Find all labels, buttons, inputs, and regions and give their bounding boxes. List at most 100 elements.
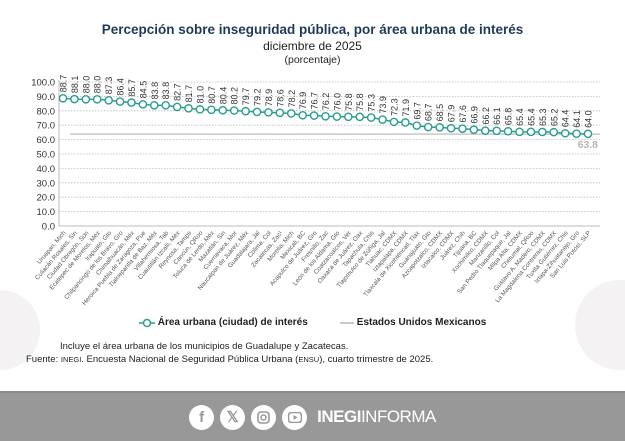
data-label: 64.0 — [584, 110, 594, 128]
legend: Área urbana (ciudad) de interés Estados … — [0, 317, 625, 328]
data-point — [150, 101, 159, 110]
data-point — [572, 129, 581, 138]
data-label: 65.8 — [504, 108, 514, 126]
data-label: 67.9 — [447, 105, 457, 123]
y-tick-label: 20.0 — [37, 193, 56, 204]
y-tick-label: 0.0 — [42, 222, 55, 233]
data-label: 65.3 — [538, 108, 548, 126]
data-label: 79.2 — [253, 88, 263, 106]
chart-title: Percepción sobre inseguridad pública, po… — [101, 22, 524, 37]
data-point — [92, 94, 102, 104]
data-label: 67.6 — [458, 105, 468, 123]
data-point — [526, 127, 536, 137]
data-label: 72.3 — [389, 98, 399, 116]
source-org: INEGI — [60, 355, 82, 364]
data-label: 78.9 — [264, 89, 274, 107]
data-point — [549, 127, 559, 137]
data-point — [252, 107, 262, 117]
data-label: 81.0 — [195, 86, 205, 104]
data-point — [218, 105, 228, 115]
footer-bar: f 𝕏 INEGIINFORMA — [0, 391, 625, 441]
source-text: . Encuesta Nacional de Seguridad Pública… — [81, 354, 299, 365]
data-label: 88.0 — [93, 76, 103, 94]
y-tick-label: 90.0 — [37, 92, 56, 103]
data-point — [81, 94, 91, 104]
data-point — [184, 104, 193, 113]
data-label: 65.4 — [526, 108, 536, 126]
data-point — [583, 129, 593, 139]
y-tick-label: 80.0 — [37, 106, 56, 117]
x-icon[interactable]: 𝕏 — [220, 404, 246, 430]
data-point — [264, 108, 273, 117]
data-point — [378, 115, 387, 124]
data-point — [355, 112, 365, 122]
data-point — [286, 109, 296, 118]
y-tick-label: 10.0 — [37, 207, 56, 218]
data-label: 76.7 — [310, 92, 320, 110]
data-label: 87.3 — [104, 77, 114, 95]
data-label: 76.9 — [298, 92, 308, 110]
data-point — [172, 102, 182, 112]
data-point — [58, 93, 68, 103]
data-label: 82.7 — [173, 83, 183, 101]
data-point — [538, 127, 547, 137]
y-tick-label: 50.0 — [37, 150, 56, 161]
data-label: 78.2 — [287, 90, 297, 108]
data-label: 85.7 — [127, 79, 137, 97]
data-point — [241, 106, 250, 116]
data-label: 75.3 — [367, 94, 377, 112]
data-point — [344, 112, 353, 122]
y-tick-label: 60.0 — [37, 135, 56, 146]
y-tick-label: 70.0 — [37, 121, 56, 132]
data-label: 66.2 — [481, 107, 491, 125]
data-label: 65.4 — [515, 108, 525, 126]
footnote: Incluye el área urbana de los municipios… — [60, 341, 349, 352]
brand-logo: INEGIINFORMA — [317, 407, 436, 427]
source-prefix: Fuente: — [26, 354, 61, 365]
data-label: 84.5 — [138, 81, 148, 99]
data-point — [207, 105, 216, 115]
youtube-icon[interactable] — [282, 404, 308, 430]
data-point — [515, 127, 524, 137]
data-point — [423, 122, 433, 132]
data-point — [195, 105, 205, 114]
data-point — [332, 112, 342, 121]
data-label: 88.7 — [59, 75, 69, 93]
data-point — [560, 128, 570, 138]
data-label: 79.7 — [241, 88, 251, 106]
legend-marker-city — [138, 318, 155, 327]
data-label: 80.7 — [207, 86, 217, 104]
facebook-icon[interactable]: f — [189, 404, 215, 430]
legend-item-city: Área urbana (ciudad) de interés — [138, 317, 308, 328]
data-label: 83.8 — [161, 82, 171, 100]
data-point — [366, 113, 376, 122]
data-point — [70, 94, 79, 104]
instagram-icon[interactable] — [251, 404, 277, 430]
legend-label-national: Estados Unidos Mexicanos — [356, 317, 487, 328]
data-label: 81.7 — [184, 85, 194, 103]
data-label: 66.9 — [469, 106, 479, 124]
data-point — [321, 111, 330, 121]
data-point — [503, 126, 513, 136]
data-point — [229, 106, 239, 115]
brand-light: INFORMA — [360, 407, 436, 426]
data-label: 78.6 — [275, 89, 285, 107]
data-point — [298, 110, 307, 120]
data-label: 83.8 — [150, 82, 160, 100]
data-label: 66.1 — [492, 107, 502, 125]
data-label: 65.2 — [549, 109, 559, 127]
data-point — [309, 111, 319, 120]
data-point — [161, 101, 171, 110]
data-label: 71.9 — [401, 99, 411, 117]
data-label: 86.4 — [116, 78, 126, 96]
data-label: 80.2 — [230, 87, 240, 105]
line-chart: 0.0 10.0 20.0 30.0 40.0 50.0 60.0 70.0 80.0 90.0 1… — [31, 75, 600, 307]
data-point — [469, 125, 479, 134]
data-label: 88.0 — [81, 76, 91, 94]
data-point — [138, 100, 148, 109]
data-label: 88.1 — [70, 76, 80, 94]
source-abbr: ENSU — [298, 355, 320, 364]
data-point — [412, 121, 422, 130]
data-point — [104, 95, 113, 105]
data-point — [492, 126, 501, 136]
